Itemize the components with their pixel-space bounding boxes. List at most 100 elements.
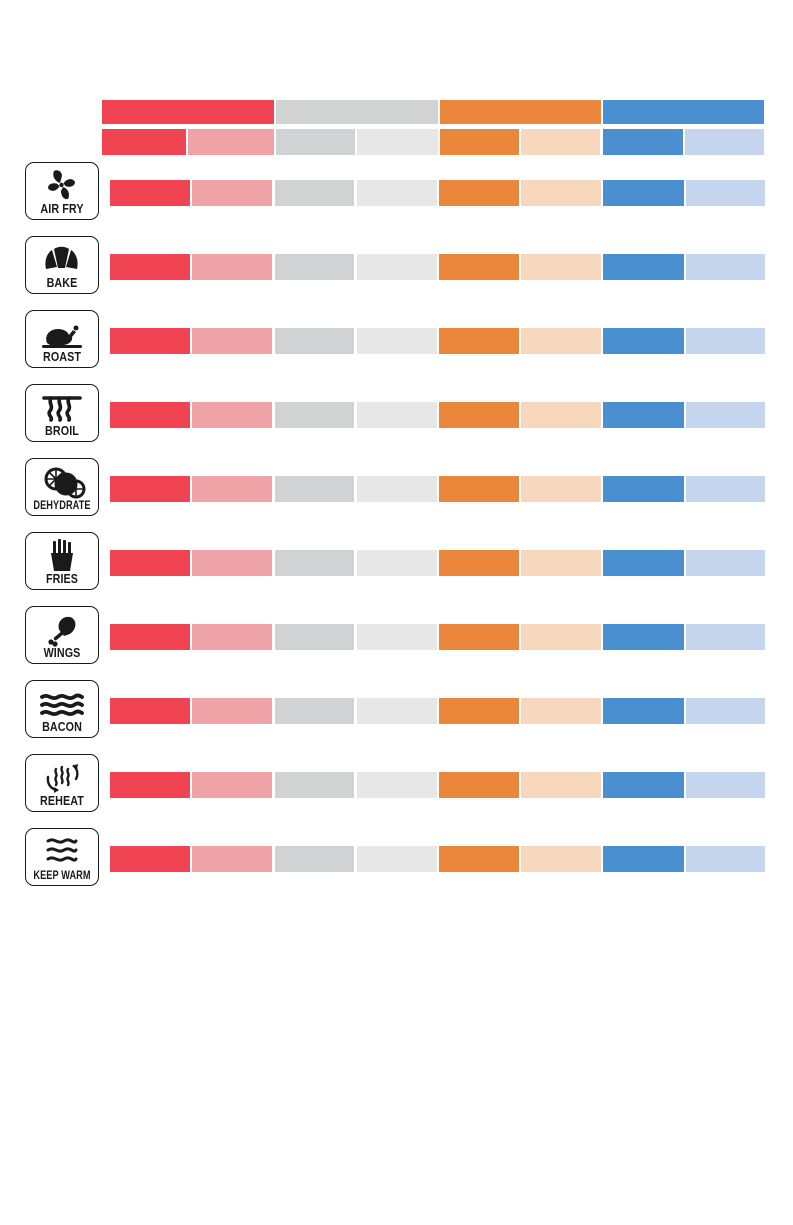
- mode-broil: BROIL: [25, 384, 99, 442]
- header-group-3: [440, 100, 601, 124]
- row-air-fry-cell-2: [192, 180, 272, 206]
- mode-label: BROIL: [45, 424, 79, 438]
- mode-bake: BAKE: [25, 236, 99, 294]
- header-group-4: [603, 100, 764, 124]
- row-broil-cell-4: [357, 402, 437, 428]
- row-keep-warm-cell-7: [603, 846, 684, 872]
- row-bake-cell-6: [521, 254, 601, 280]
- croissant-icon: [45, 246, 78, 269]
- row-dehydrate-cell-8: [686, 476, 765, 502]
- header-cell-6: [521, 129, 600, 155]
- row-bacon-cell-5: [439, 698, 519, 724]
- row-keep-warm-cell-1: [110, 846, 190, 872]
- row-fries-cell-5: [439, 550, 519, 576]
- row-wings-cell-3: [275, 624, 354, 650]
- mode-label: AIR FRY: [40, 202, 84, 216]
- mode-keep-warm: KEEP WARM: [25, 828, 99, 886]
- row-air-fry-cell-8: [686, 180, 765, 206]
- row-dehydrate-cell-7: [603, 476, 684, 502]
- citrus-slices-icon: [44, 467, 86, 499]
- row-fries-cell-3: [275, 550, 354, 576]
- row-roast-cell-4: [357, 328, 437, 354]
- header-cell-5: [440, 129, 519, 155]
- reheat-icon: [46, 764, 79, 793]
- row-roast-cell-8: [686, 328, 765, 354]
- row-keep-warm-cell-4: [357, 846, 437, 872]
- fan-icon: [48, 170, 75, 200]
- row-fries-cell-2: [192, 550, 272, 576]
- row-bake-cell-1: [110, 254, 190, 280]
- row-wings-cell-1: [110, 624, 190, 650]
- row-wings-cell-8: [686, 624, 765, 650]
- row-fries-cell-7: [603, 550, 684, 576]
- mode-roast: ROAST: [25, 310, 99, 368]
- row-wings-cell-7: [603, 624, 684, 650]
- mode-reheat: REHEAT: [25, 754, 99, 812]
- row-air-fry-cell-3: [275, 180, 354, 206]
- row-air-fry-cell-4: [357, 180, 437, 206]
- mode-label: BACON: [42, 720, 82, 734]
- mode-label: WINGS: [43, 646, 81, 660]
- row-dehydrate-cell-5: [439, 476, 519, 502]
- row-air-fry-cell-5: [439, 180, 519, 206]
- roast-chicken-icon: [42, 325, 82, 348]
- row-reheat-cell-1: [110, 772, 190, 798]
- mode-fries: FRIES: [25, 532, 99, 590]
- row-dehydrate-cell-4: [357, 476, 437, 502]
- mode-label: KEEP WARM: [33, 870, 91, 882]
- row-bacon-cell-4: [357, 698, 437, 724]
- row-bacon-cell-7: [603, 698, 684, 724]
- row-keep-warm-cell-8: [686, 846, 765, 872]
- row-broil-cell-6: [521, 402, 601, 428]
- row-keep-warm-cell-6: [521, 846, 601, 872]
- row-bake-cell-7: [603, 254, 684, 280]
- row-broil-cell-5: [439, 402, 519, 428]
- row-keep-warm-cell-3: [275, 846, 354, 872]
- row-reheat-cell-2: [192, 772, 272, 798]
- row-dehydrate-cell-6: [521, 476, 601, 502]
- row-wings-cell-5: [439, 624, 519, 650]
- row-broil-cell-7: [603, 402, 684, 428]
- row-fries-cell-4: [357, 550, 437, 576]
- mode-label: DEHYDRATE: [33, 500, 91, 512]
- row-bake-cell-4: [357, 254, 437, 280]
- header-cell-2: [188, 129, 274, 155]
- row-reheat-cell-3: [275, 772, 354, 798]
- mode-dehydrate: DEHYDRATE: [25, 458, 99, 516]
- header-cell-7: [603, 129, 683, 155]
- row-bacon-cell-1: [110, 698, 190, 724]
- header-group-1: [102, 100, 274, 124]
- row-air-fry-cell-7: [603, 180, 684, 206]
- row-fries-cell-6: [521, 550, 601, 576]
- row-air-fry-cell-1: [110, 180, 190, 206]
- row-bake-cell-3: [275, 254, 354, 280]
- bacon-icon: [40, 693, 84, 717]
- header-cell-4: [357, 129, 438, 155]
- row-broil-cell-2: [192, 402, 272, 428]
- row-broil-cell-3: [275, 402, 354, 428]
- mode-label: FRIES: [45, 572, 79, 586]
- mode-label: ROAST: [42, 350, 82, 364]
- row-wings-cell-4: [357, 624, 437, 650]
- row-reheat-cell-4: [357, 772, 437, 798]
- row-keep-warm-cell-2: [192, 846, 272, 872]
- row-dehydrate-cell-3: [275, 476, 354, 502]
- row-wings-cell-2: [192, 624, 272, 650]
- drumstick-icon: [48, 616, 76, 647]
- row-fries-cell-1: [110, 550, 190, 576]
- row-bake-cell-2: [192, 254, 272, 280]
- row-wings-cell-6: [521, 624, 601, 650]
- row-broil-cell-8: [686, 402, 765, 428]
- mode-label: REHEAT: [40, 794, 84, 808]
- row-dehydrate-cell-1: [110, 476, 190, 502]
- row-bacon-cell-2: [192, 698, 272, 724]
- row-reheat-cell-7: [603, 772, 684, 798]
- row-roast-cell-1: [110, 328, 190, 354]
- row-reheat-cell-6: [521, 772, 601, 798]
- header-group-2: [276, 100, 438, 124]
- row-broil-cell-1: [110, 402, 190, 428]
- keep-warm-icon: [46, 838, 78, 862]
- fries-icon: [51, 539, 73, 571]
- mode-bacon: BACON: [25, 680, 99, 738]
- row-keep-warm-cell-5: [439, 846, 519, 872]
